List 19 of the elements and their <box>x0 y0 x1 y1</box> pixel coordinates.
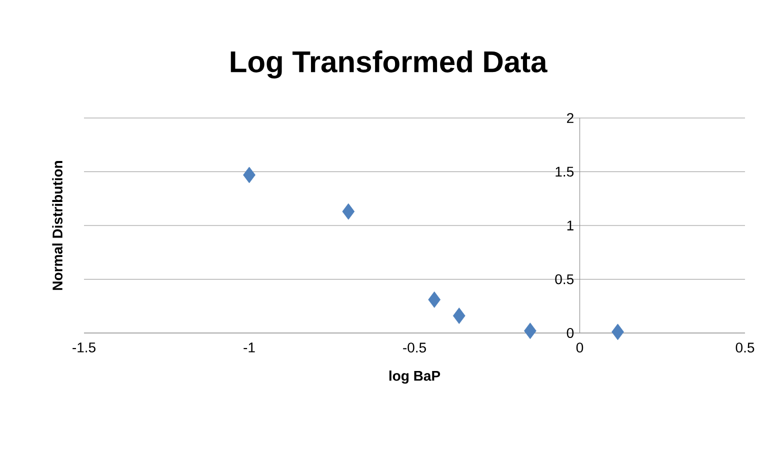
y-tick-label: 0 <box>566 328 574 338</box>
point <box>428 291 441 308</box>
x-tick-label: -1 <box>244 342 255 352</box>
point <box>243 166 256 184</box>
x-tick-label: -0.5 <box>403 342 426 353</box>
point <box>612 324 624 340</box>
x-tick-label: -1.5 <box>72 342 96 352</box>
y-axis-title: Normal Distribution <box>52 161 62 290</box>
y-tick-label: 1 <box>567 220 574 230</box>
chart-title: Log Transformed Data <box>230 50 548 78</box>
x-tick-label: 0.5 <box>736 342 754 353</box>
y-tick-label: 1.5 <box>556 166 574 177</box>
point <box>524 322 536 340</box>
x-tick-label: 0 <box>576 342 584 353</box>
x-axis-title: log BaP <box>389 370 440 384</box>
y-tick-label: 0.5 <box>555 274 574 284</box>
point <box>342 203 355 220</box>
y-tick-label: 2 <box>567 113 574 123</box>
point <box>452 308 466 324</box>
